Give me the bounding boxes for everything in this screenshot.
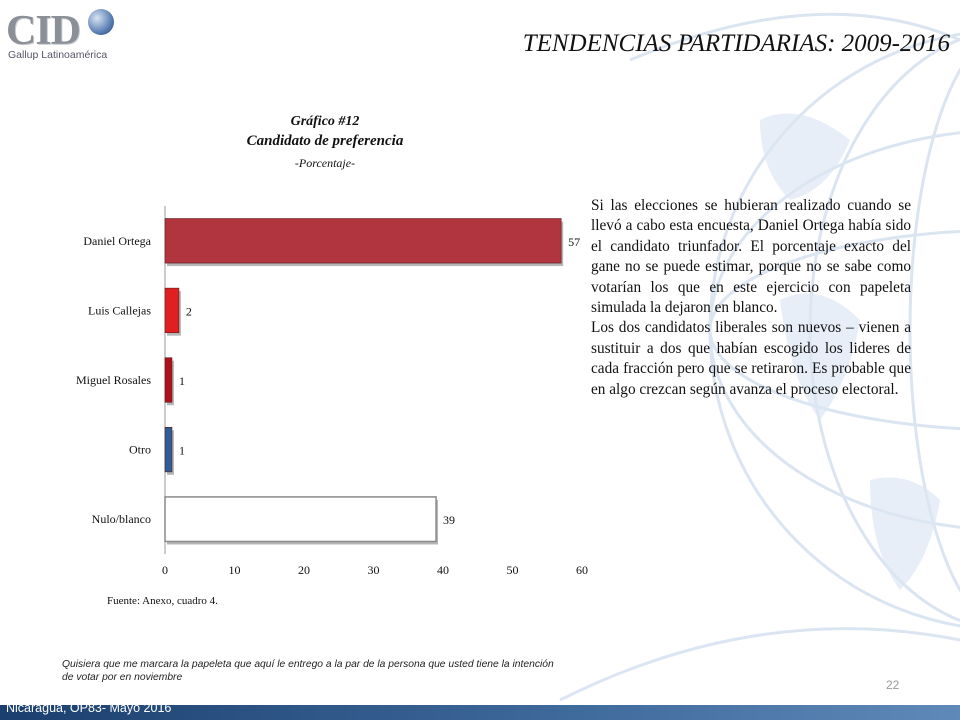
y-category-label: Daniel Ortega [83, 234, 151, 248]
commentary-paragraph-1: Si las elecciones se hubieran realizado … [591, 197, 911, 317]
bar-miguel-rosales [164, 357, 173, 403]
x-tick-label: 40 [437, 563, 449, 577]
x-tick-label: 30 [368, 563, 380, 577]
cid-gallup-logo: CID Gallup Latinoamérica [6, 5, 116, 67]
page-title: TENDENCIAS PARTIDARIAS: 2009-2016 [522, 30, 950, 57]
bar-value-label: 39 [443, 513, 455, 527]
bar-value-label: 2 [186, 304, 192, 318]
chart-source: Fuente: Anexo, cuadro 4. [107, 595, 218, 607]
bar-value-label: 1 [179, 374, 185, 388]
y-category-label: Luis Callejas [88, 303, 151, 317]
bar-otro [164, 427, 173, 473]
bar-luis-callejas [164, 287, 180, 333]
footer-bar [0, 705, 960, 720]
bar-value-label: 1 [179, 444, 185, 458]
commentary-text: Si las elecciones se hubieran realizado … [591, 196, 911, 400]
x-tick-label: 60 [576, 563, 588, 577]
bar-daniel-ortega [164, 218, 562, 264]
chart-title: Candidato de preferencia [246, 133, 404, 149]
globe-icon [88, 9, 114, 35]
page-number: 22 [886, 678, 900, 692]
logo-text: CID [6, 8, 81, 54]
chart-heading: Gráfico #12 [290, 114, 360, 129]
y-category-label: Nulo/blanco [92, 512, 151, 526]
x-tick-label: 50 [507, 563, 519, 577]
bar-value-label: 57 [568, 235, 580, 249]
question-footnote: Quisiera que me marcara la papeleta que … [62, 659, 554, 683]
commentary-paragraph-2: Los dos candidatos liberales son nuevos … [591, 319, 911, 398]
chart-unit-subtitle: -Porcentaje- [294, 156, 356, 170]
bar-nulo-blanco [164, 496, 437, 543]
x-tick-label: 10 [229, 563, 241, 577]
y-category-label: Otro [129, 443, 151, 457]
logo-subtitle: Gallup Latinoamérica [8, 49, 108, 61]
footer-label: Nicaragua, OP83- Mayo 2016 [6, 701, 172, 715]
x-tick-label: 20 [298, 563, 310, 577]
y-category-label: Miguel Rosales [76, 373, 151, 387]
x-tick-label: 0 [162, 563, 168, 577]
